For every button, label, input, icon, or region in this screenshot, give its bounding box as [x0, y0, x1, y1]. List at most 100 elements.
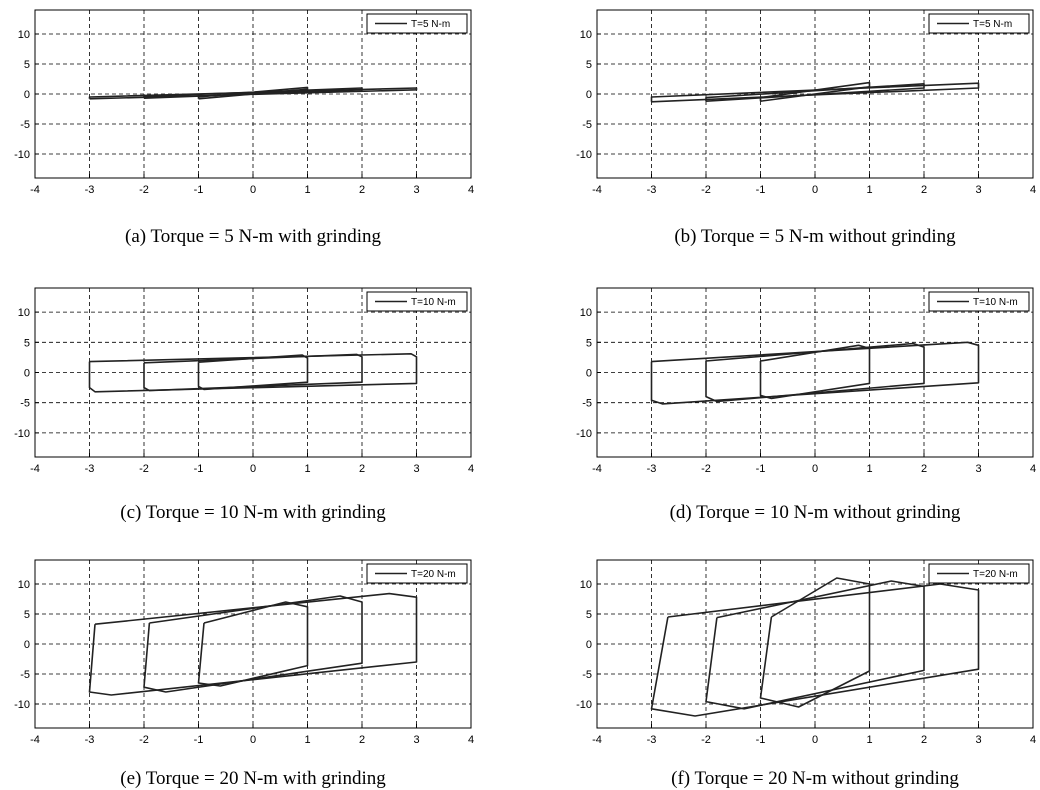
- x-tick-label: 2: [921, 184, 927, 196]
- x-tick-label: 3: [413, 734, 419, 746]
- series-loop-3: [759, 577, 871, 708]
- x-tick-label: 3: [413, 463, 419, 475]
- y-tick-label: 5: [24, 59, 30, 71]
- x-tick-label: -1: [756, 734, 766, 746]
- legend-box: [928, 13, 1030, 34]
- y-tick-label: -5: [582, 398, 592, 410]
- x-tick-label: 2: [921, 463, 927, 475]
- y-tick-label: 10: [18, 29, 30, 41]
- x-tick-label: 1: [304, 463, 310, 475]
- y-tick-label: 5: [24, 337, 30, 349]
- x-tick-label: -4: [592, 184, 602, 196]
- x-tick-label: 0: [812, 184, 818, 196]
- legend: T=20 N-m: [928, 563, 1030, 584]
- y-tick-label: -10: [14, 428, 30, 440]
- x-tick-label: 4: [1030, 463, 1036, 475]
- x-tick-label: 0: [250, 734, 256, 746]
- x-tick-label: -4: [30, 734, 40, 746]
- series-loop-3: [759, 344, 871, 400]
- x-tick-label: -1: [194, 734, 204, 746]
- y-tick-label: 5: [586, 337, 592, 349]
- x-tick-label: -4: [592, 463, 602, 475]
- legend-entry: T=5 N-m: [973, 19, 1012, 30]
- x-tick-label: -1: [756, 463, 766, 475]
- series-loop-3: [197, 601, 309, 687]
- x-tick-label: -3: [85, 184, 95, 196]
- x-tick-label: -2: [139, 463, 149, 475]
- y-tick-label: 10: [18, 307, 30, 319]
- series-loop-1: [650, 82, 980, 103]
- series-loop-1: [650, 341, 980, 405]
- x-tick-label: 0: [812, 734, 818, 746]
- y-tick-label: 10: [18, 579, 30, 591]
- y-tick-label: -5: [582, 119, 592, 131]
- x-tick-label: 1: [866, 184, 872, 196]
- x-tick-label: -1: [194, 184, 204, 196]
- series-loop-3: [759, 81, 871, 102]
- x-tick-label: -3: [85, 734, 95, 746]
- y-tick-label: -5: [582, 669, 592, 681]
- x-tick-label: 0: [250, 184, 256, 196]
- legend-box: [928, 563, 1030, 584]
- legend: T=5 N-m: [928, 13, 1030, 34]
- y-tick-label: -10: [14, 149, 30, 161]
- legend-entry: T=10 N-m: [411, 297, 456, 308]
- legend: T=20 N-m: [366, 563, 468, 584]
- x-tick-label: 3: [975, 184, 981, 196]
- x-tick-label: 1: [304, 734, 310, 746]
- x-tick-label: 1: [866, 734, 872, 746]
- panel-caption: (c) Torque = 10 N-m with grinding: [120, 502, 386, 523]
- x-tick-label: -3: [647, 463, 657, 475]
- legend-entry: T=10 N-m: [973, 297, 1018, 308]
- legend-entry: T=20 N-m: [973, 569, 1018, 580]
- x-tick-label: 0: [250, 463, 256, 475]
- panel-caption: (b) Torque = 5 N-m without grinding: [674, 226, 956, 247]
- y-tick-label: 0: [24, 639, 30, 651]
- series-loop-2: [705, 83, 925, 102]
- y-tick-label: -5: [20, 669, 30, 681]
- x-tick-label: 1: [304, 184, 310, 196]
- y-tick-label: -10: [576, 428, 592, 440]
- y-tick-label: 0: [586, 639, 592, 651]
- panel-caption: (e) Torque = 20 N-m with grinding: [120, 768, 386, 789]
- y-tick-label: -10: [576, 699, 592, 711]
- y-tick-label: 5: [586, 609, 592, 621]
- x-tick-label: -1: [194, 463, 204, 475]
- x-tick-label: -3: [647, 734, 657, 746]
- x-tick-label: 3: [413, 184, 419, 196]
- y-tick-label: 0: [24, 368, 30, 380]
- legend-box: [366, 291, 468, 312]
- panel-caption: (a) Torque = 5 N-m with grinding: [125, 226, 381, 247]
- x-tick-label: 2: [921, 734, 927, 746]
- series-loop-1: [88, 87, 418, 100]
- y-tick-label: 0: [24, 89, 30, 101]
- series-loop-1: [88, 592, 418, 696]
- series-loop-1: [88, 352, 418, 393]
- legend: T=10 N-m: [366, 291, 468, 312]
- series-loop-2: [705, 342, 925, 403]
- x-tick-label: 2: [359, 463, 365, 475]
- y-tick-label: -5: [20, 119, 30, 131]
- x-tick-label: -2: [701, 184, 711, 196]
- series-loop-2: [143, 595, 363, 693]
- x-tick-label: 4: [1030, 184, 1036, 196]
- x-tick-label: 3: [975, 463, 981, 475]
- x-tick-label: 4: [468, 734, 474, 746]
- legend-box: [366, 563, 468, 584]
- x-tick-label: -2: [139, 734, 149, 746]
- x-tick-label: 2: [359, 734, 365, 746]
- y-tick-label: 10: [580, 579, 592, 591]
- x-tick-label: -4: [30, 184, 40, 196]
- series-loop-3: [197, 354, 309, 391]
- y-tick-label: 5: [586, 59, 592, 71]
- y-tick-label: -10: [576, 149, 592, 161]
- x-tick-label: 0: [812, 463, 818, 475]
- y-tick-label: 0: [586, 89, 592, 101]
- x-tick-label: 2: [359, 184, 365, 196]
